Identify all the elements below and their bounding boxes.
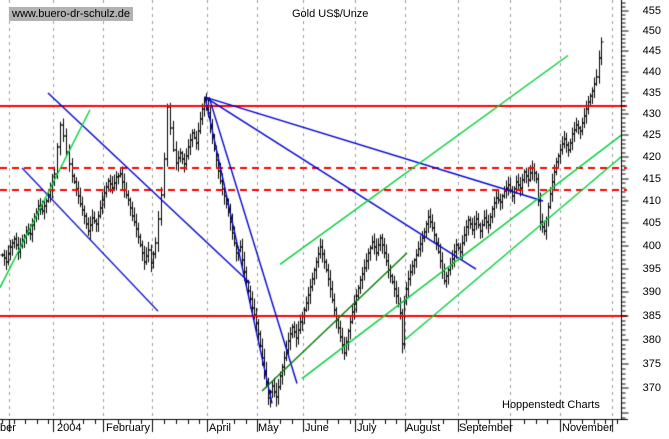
y-axis-label: 450	[642, 25, 661, 37]
chart-credit: Hoppenstedt Charts	[502, 399, 600, 411]
y-axis-label: 405	[642, 217, 661, 229]
chart-title: Gold US$/Unze	[292, 8, 369, 20]
y-axis-label: 370	[642, 382, 661, 394]
y-axis-label: 410	[642, 195, 661, 207]
y-axis-label: 445	[642, 45, 661, 57]
x-axis-label: ber	[0, 422, 16, 434]
x-axis-label: July	[357, 422, 377, 434]
y-axis-label: 395	[642, 263, 661, 275]
y-axis-label: 385	[642, 310, 661, 322]
y-axis-label: 400	[642, 240, 661, 252]
watermark-badge: www.buero-dr-schulz.de	[9, 7, 133, 21]
y-axis-label: 375	[642, 358, 661, 370]
x-axis-label: September	[459, 422, 513, 434]
x-axis-label: June	[305, 422, 329, 434]
x-axis-label: November	[562, 422, 613, 434]
x-axis-label: February	[106, 422, 151, 434]
y-axis-label: 440	[642, 66, 661, 78]
y-axis-label: 455	[642, 5, 661, 17]
y-axis-label: 430	[642, 108, 661, 120]
x-axis-label: 2004	[57, 422, 82, 434]
y-axis-label: 415	[642, 173, 661, 185]
x-axis-label: August	[406, 422, 441, 434]
x-axis-label: April	[209, 422, 232, 434]
x-axis-label: May	[258, 422, 279, 434]
y-axis-label: 425	[642, 129, 661, 141]
y-axis-label: 380	[642, 334, 661, 346]
y-axis-label: 390	[642, 286, 661, 298]
y-axis-label: 435	[642, 87, 661, 99]
y-axis-label: 420	[642, 151, 661, 163]
